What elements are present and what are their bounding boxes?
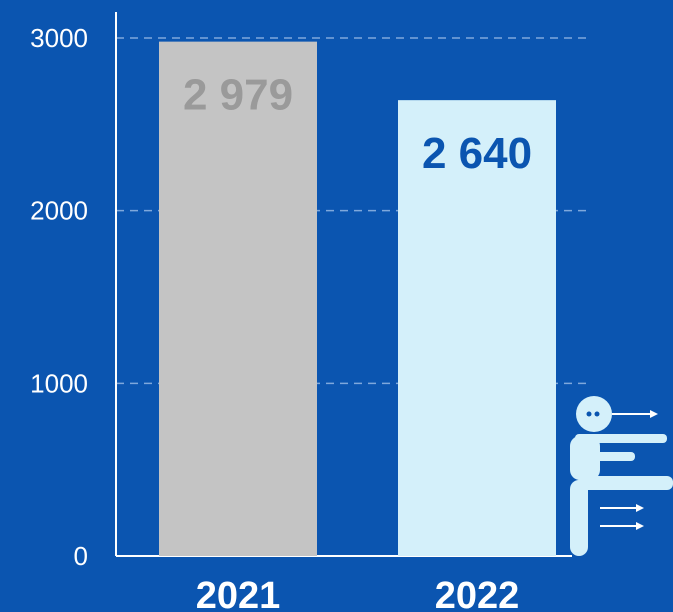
person-pointing-icon [570, 396, 673, 556]
bar-2022 [398, 100, 556, 556]
data-label-2022: 2 640 [422, 129, 532, 178]
bars [159, 41, 556, 557]
category-label-2021: 2021 [196, 575, 281, 612]
y-tick-label: 0 [74, 541, 88, 571]
y-tick-label: 2000 [30, 196, 88, 226]
y-tick-labels: 0 1000 2000 3000 [30, 23, 88, 571]
category-label-2022: 2022 [435, 575, 520, 612]
data-labels: 2 979 2 640 [183, 71, 532, 179]
bar-2021 [159, 41, 317, 557]
y-tick-label: 1000 [30, 368, 88, 398]
data-label-2021: 2 979 [183, 71, 293, 120]
y-tick-label: 3000 [30, 23, 88, 53]
category-labels: 2021 2022 [196, 575, 520, 612]
